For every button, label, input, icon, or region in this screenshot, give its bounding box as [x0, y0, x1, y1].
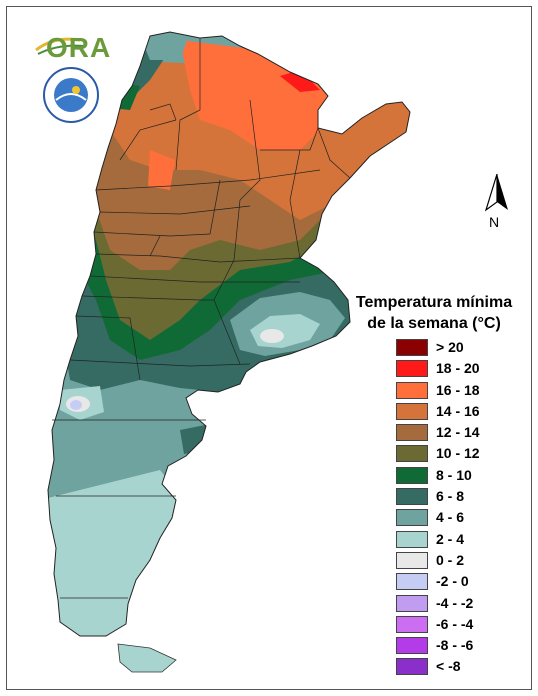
- legend-label: -2 - 0: [436, 573, 469, 590]
- legend-swatch: [396, 530, 428, 548]
- legend-swatch: [396, 360, 428, 378]
- legend-title: Temperatura mínima de la semana (°C): [344, 292, 524, 334]
- legend-label: 0 - 2: [436, 551, 465, 568]
- legend-swatch: [396, 594, 428, 612]
- legend-swatch: [396, 339, 428, 356]
- north-label: N: [489, 214, 500, 230]
- legend-label: 4 - 6: [436, 509, 465, 526]
- ora-logo-text: ORA: [46, 32, 112, 63]
- legend-swatch: [396, 445, 428, 463]
- legend-label: -4 - -2: [436, 594, 474, 611]
- legend-swatch: [396, 488, 428, 506]
- legend-label: 18 - 20: [436, 360, 480, 377]
- legend-swatch: [396, 615, 428, 633]
- legend-swatch: [396, 466, 428, 484]
- legend-swatch: [396, 551, 428, 569]
- legend-title-line2: de la semana (°C): [367, 315, 501, 332]
- legend-label: 14 - 16: [436, 402, 480, 419]
- legend-label: -8 - -6: [436, 637, 474, 654]
- legend-label: -6 - -4: [436, 615, 474, 632]
- legend-swatch: [396, 402, 428, 420]
- legend-label: 2 - 4: [436, 530, 465, 547]
- north-arrow-icon: [484, 173, 508, 212]
- legend-label: < -8: [436, 658, 461, 675]
- legend-label: > 20: [436, 339, 464, 355]
- legend-swatch: [396, 658, 428, 676]
- legend-label: 8 - 10: [436, 466, 472, 483]
- legend-swatch: [396, 509, 428, 527]
- legend-swatch: [396, 424, 428, 442]
- ora-logo-icon: [35, 37, 85, 55]
- legend-title-line1: Temperatura mínima: [355, 294, 513, 311]
- legend-label: 16 - 18: [436, 381, 480, 398]
- smn-seal-icon: [43, 67, 99, 123]
- legend-swatch: [396, 381, 428, 399]
- legend-swatch: [396, 637, 428, 655]
- legend-swatch: [396, 573, 428, 591]
- legend-label: 6 - 8: [436, 488, 465, 505]
- legend-label: 12 - 14: [436, 424, 480, 441]
- legend-label: 10 - 12: [436, 445, 480, 462]
